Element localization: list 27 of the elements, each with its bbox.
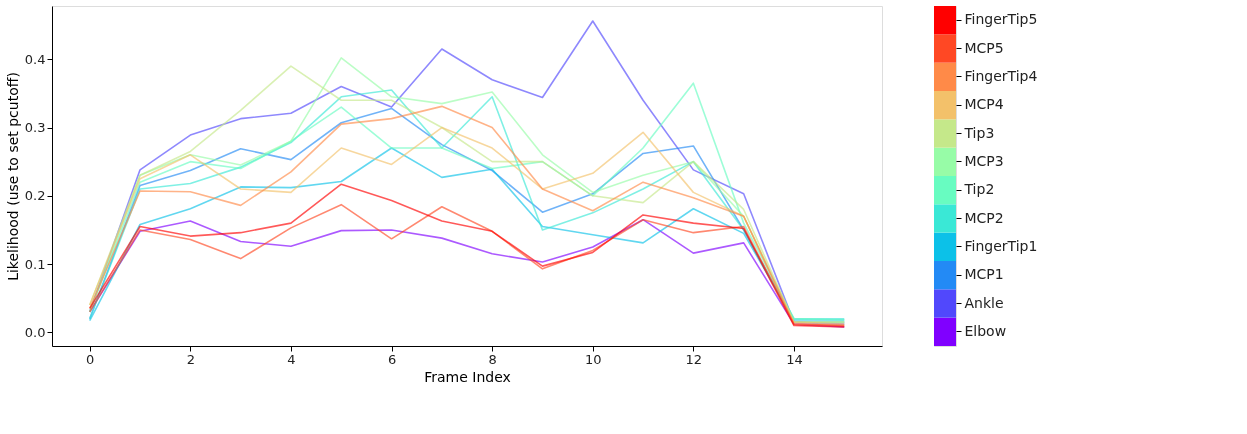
x-tick-label: 0 bbox=[86, 351, 95, 367]
x-tick-label: 2 bbox=[186, 351, 195, 367]
y-tick-label: 0.1 bbox=[24, 256, 46, 272]
legend-label: Elbow bbox=[964, 322, 1007, 339]
legend-label: MCP3 bbox=[964, 152, 1004, 169]
x-tick-label: 10 bbox=[584, 351, 602, 367]
y-tick-label: 0.4 bbox=[24, 51, 46, 67]
legend-label: MCP4 bbox=[964, 96, 1004, 113]
legend-label: Tip3 bbox=[963, 124, 995, 141]
legend-label: MCP2 bbox=[964, 209, 1004, 226]
x-tick-label: 14 bbox=[786, 351, 803, 367]
y-tick-label: 0.0 bbox=[24, 324, 46, 340]
y-axis-title: Likelihood (use to set pcutoff) bbox=[4, 72, 21, 281]
x-tick-label: 6 bbox=[387, 351, 397, 367]
legend-label: Tip2 bbox=[963, 181, 995, 198]
legend-label: FingerTip5 bbox=[964, 11, 1038, 28]
x-tick-label: 4 bbox=[287, 351, 296, 367]
legend-label: Ankle bbox=[964, 294, 1004, 311]
x-tick-label: 8 bbox=[488, 351, 497, 367]
x-axis-title: Frame Index bbox=[424, 368, 511, 385]
y-tick-label: 0.3 bbox=[24, 120, 46, 136]
y-tick-label: 0.2 bbox=[24, 188, 46, 204]
legend-label: MCP1 bbox=[964, 266, 1004, 283]
legend-label: MCP5 bbox=[964, 39, 1004, 56]
x-tick-label: 12 bbox=[685, 351, 703, 367]
legend-label: FingerTip4 bbox=[964, 67, 1038, 84]
legend-label: FingerTip1 bbox=[964, 237, 1038, 254]
